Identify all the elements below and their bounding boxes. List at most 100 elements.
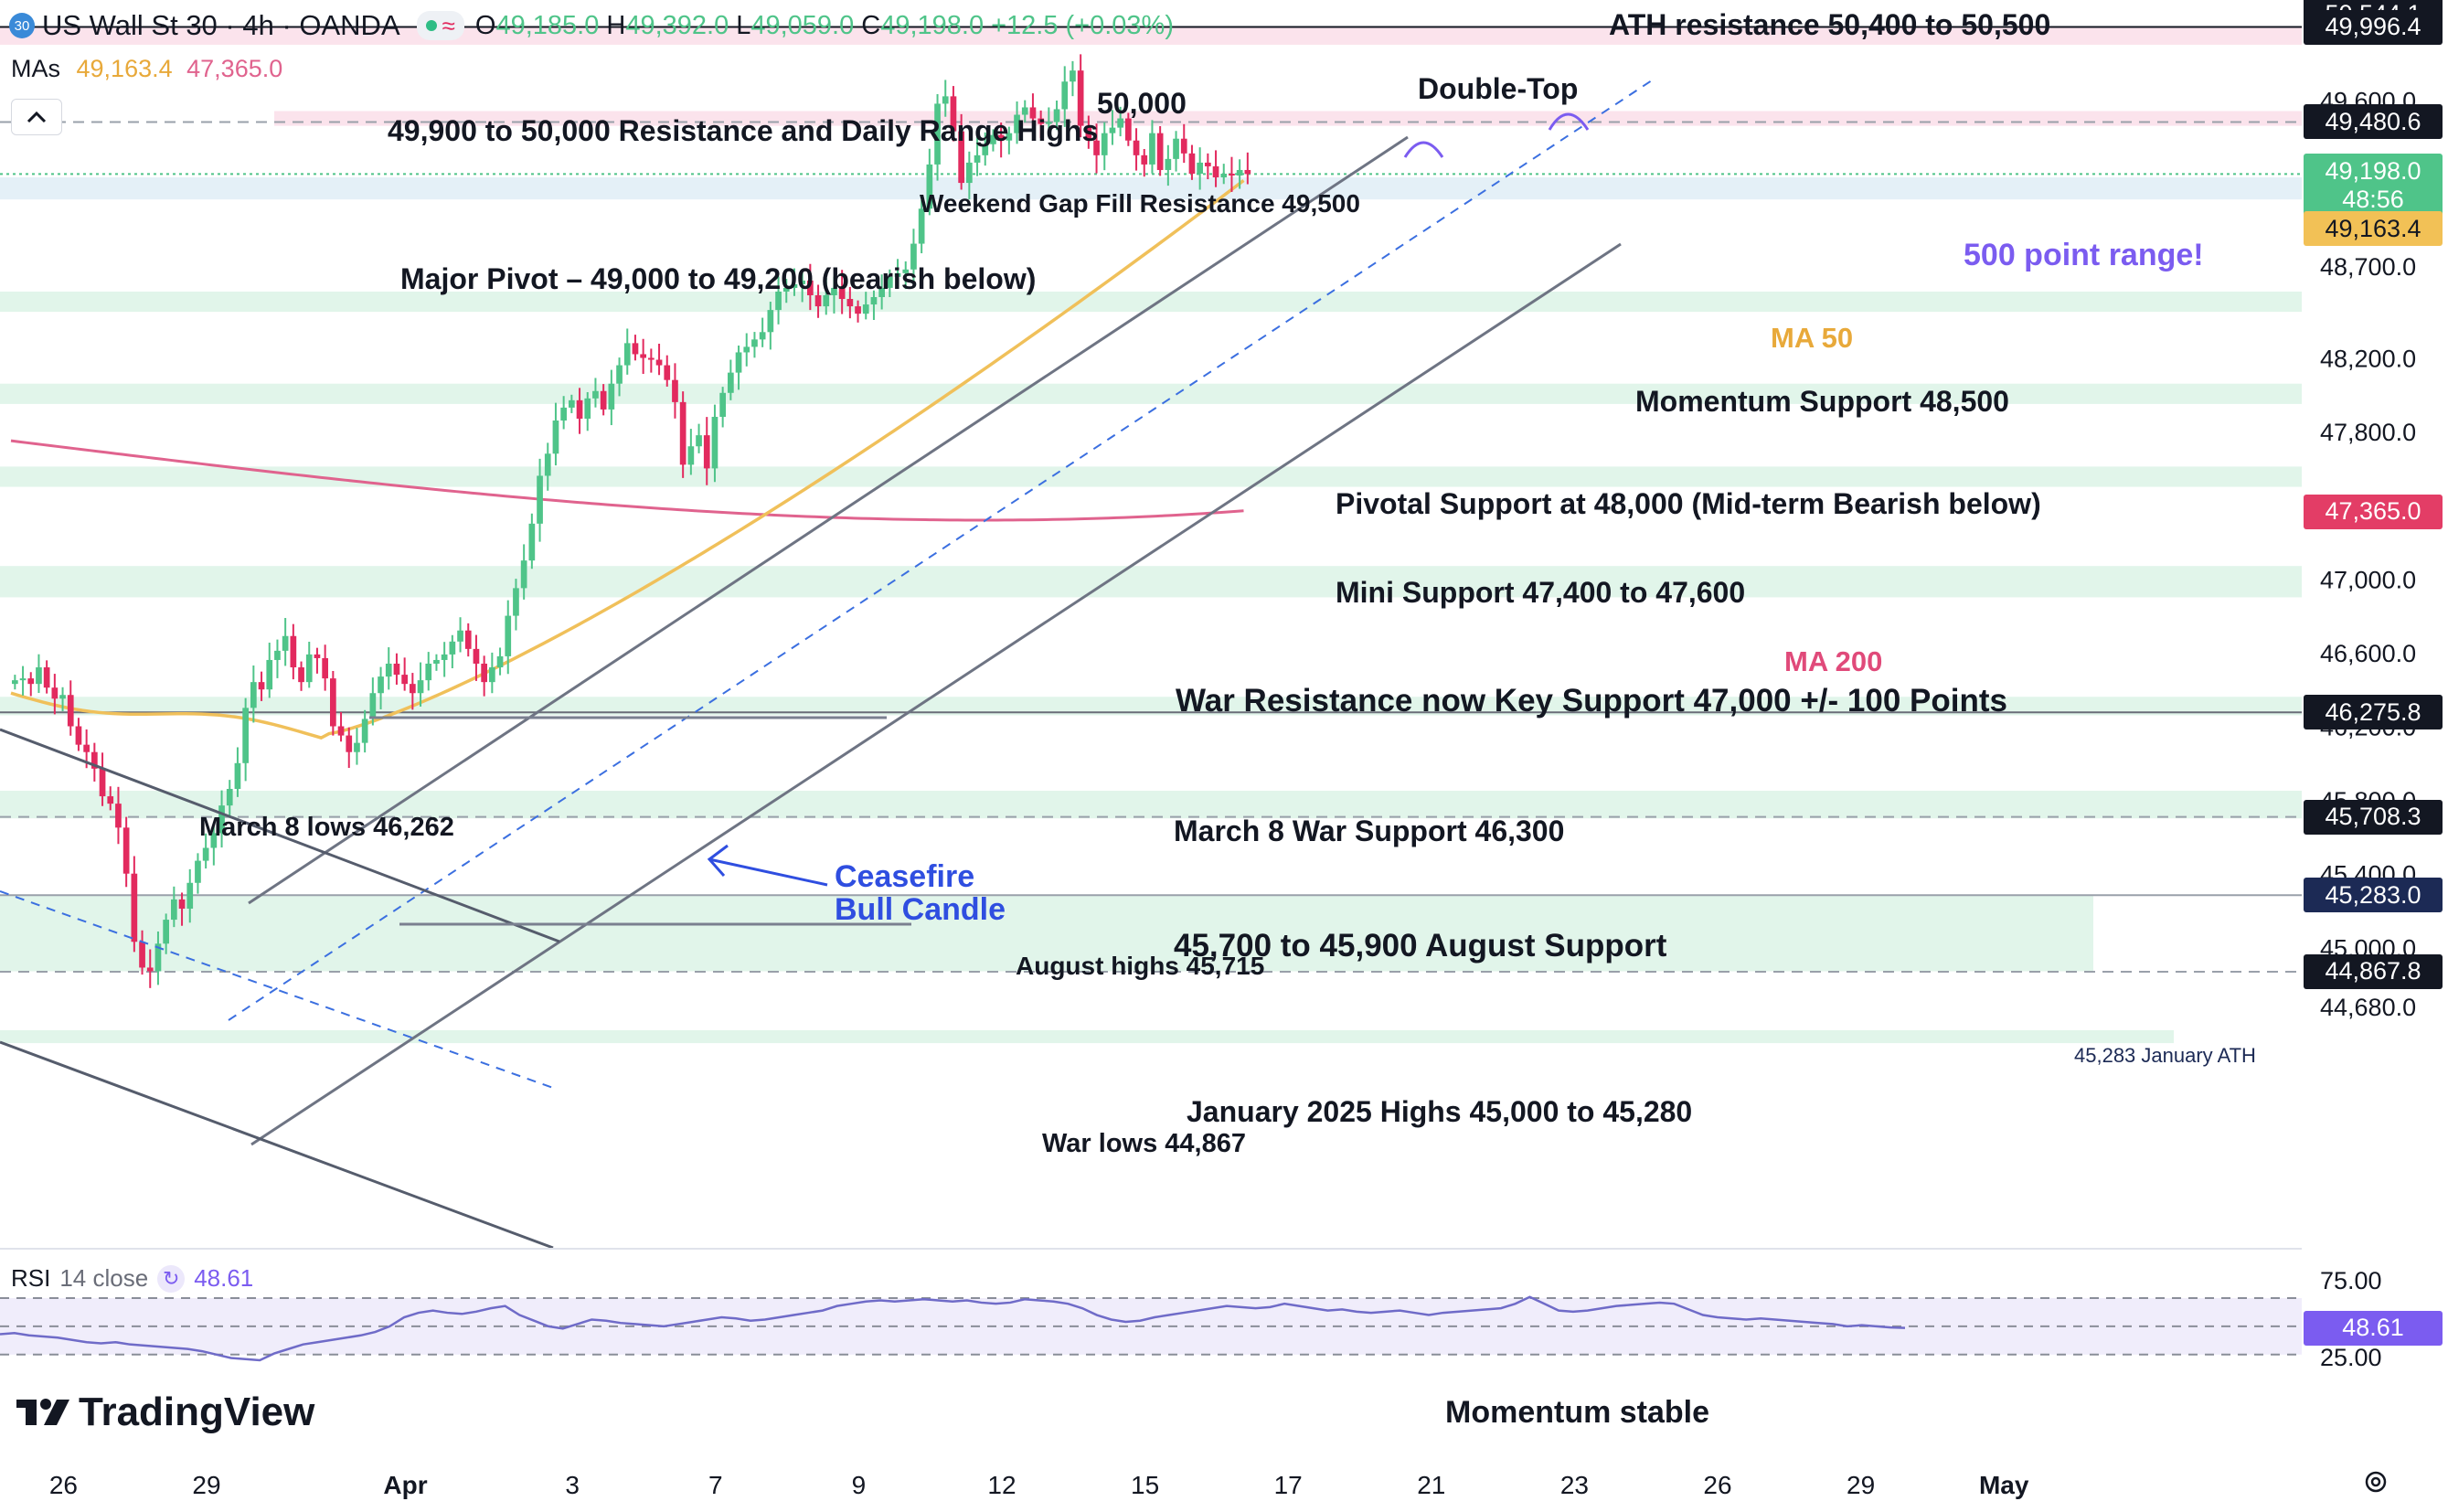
price-tag: 45,283.0 bbox=[2304, 878, 2443, 913]
double-top-arc-left bbox=[1403, 141, 1444, 158]
candle-body bbox=[687, 446, 695, 465]
candle-body bbox=[1165, 158, 1172, 170]
candle-body bbox=[1156, 133, 1164, 170]
candle-body bbox=[1220, 174, 1228, 178]
price-tag: 49,480.6 bbox=[2304, 104, 2443, 140]
resistance-49900-band bbox=[0, 26, 2302, 45]
refresh-icon[interactable]: ↻ bbox=[157, 1264, 186, 1293]
channel-lower-line bbox=[250, 242, 1622, 1146]
candle-body bbox=[1141, 154, 1148, 165]
candle-body bbox=[361, 719, 368, 743]
price-tag: 49,198.0 48:56 bbox=[2304, 154, 2443, 218]
time-axis-label: Apr bbox=[383, 1471, 427, 1499]
rsi-value-tag: 48.61 bbox=[2304, 1310, 2443, 1346]
ohlc-low: L49,059.0 bbox=[736, 10, 855, 40]
candle-body bbox=[600, 390, 607, 410]
chart-settings-button[interactable] bbox=[2360, 1466, 2391, 1497]
candle-body bbox=[902, 269, 910, 273]
candle-body bbox=[410, 684, 416, 694]
candle-body bbox=[154, 943, 162, 972]
time-axis-label: 26 bbox=[1703, 1471, 1731, 1499]
candle-body bbox=[966, 162, 973, 184]
candle-body bbox=[51, 687, 59, 699]
label-momentum-support: Momentum Support 48,500 bbox=[1635, 385, 2009, 418]
symbol-legend[interactable]: 30 US Wall St 30 · 4h · OANDA ≈ O49,185.… bbox=[9, 9, 1174, 42]
candle-body bbox=[234, 762, 241, 790]
tradingview-icon bbox=[16, 1399, 69, 1425]
candle-body bbox=[592, 390, 599, 399]
price-tag: 47,365.0 bbox=[2304, 494, 2443, 529]
label-weekend-gap: Weekend Gap Fill Resistance 49,500 bbox=[920, 189, 1360, 218]
candle-body bbox=[887, 276, 893, 288]
gear-icon bbox=[2365, 1471, 2387, 1493]
candle-body bbox=[807, 280, 814, 295]
time-axis-label: 3 bbox=[565, 1471, 580, 1499]
january-highs-band bbox=[0, 895, 2093, 972]
chevron-up-icon bbox=[27, 111, 47, 123]
war-resistance-band bbox=[0, 566, 2302, 598]
candle-body bbox=[560, 407, 567, 421]
ma-legend-label: MAs bbox=[11, 55, 60, 82]
candle-body bbox=[186, 882, 194, 909]
price-tag: 45,708.3 bbox=[2304, 799, 2443, 835]
candle-body bbox=[528, 523, 536, 561]
price-tag: 44,867.8 bbox=[2304, 953, 2443, 989]
symbol-title: US Wall St 30 · 4h · OANDA bbox=[42, 9, 400, 41]
label-january-highs: January 2025 Highs 45,000 to 45,280 bbox=[1187, 1095, 1692, 1128]
label-war-resistance: War Resistance now Key Support 47,000 +/… bbox=[1176, 683, 2007, 719]
candle-body bbox=[1173, 138, 1179, 159]
candle-body bbox=[67, 695, 74, 727]
candle-body bbox=[1038, 118, 1044, 124]
candle-body bbox=[1149, 133, 1155, 165]
label-ma50: MA 50 bbox=[1771, 322, 1853, 354]
time-axis-label: 26 bbox=[49, 1471, 78, 1499]
candle-body bbox=[36, 667, 42, 685]
time-axis-label: 29 bbox=[192, 1471, 220, 1499]
candle-body bbox=[1188, 153, 1196, 174]
label-january-ath: 45,283 January ATH bbox=[2074, 1044, 2256, 1067]
mini-support-band bbox=[0, 466, 2302, 487]
candle-body bbox=[1212, 165, 1219, 178]
candle-body bbox=[75, 726, 82, 745]
candle-body bbox=[1244, 169, 1251, 175]
candle-body bbox=[513, 588, 519, 616]
candle-body bbox=[1085, 125, 1092, 141]
candle-body bbox=[290, 635, 297, 668]
label-ath-resistance: ATH resistance 50,400 to 50,500 bbox=[1609, 8, 2050, 41]
label-range-note: 500 point range! bbox=[1964, 238, 2204, 272]
rsi-legend-value: 48.61 bbox=[194, 1264, 254, 1292]
market-status-icons[interactable]: ≈ bbox=[416, 11, 464, 40]
candle-body bbox=[266, 659, 273, 690]
candle-body bbox=[831, 287, 837, 295]
candle-body bbox=[226, 789, 233, 806]
price-tag-value: 47,365.0 bbox=[2325, 497, 2421, 526]
candle-body bbox=[131, 873, 138, 942]
tradingview-logo: TradingView bbox=[16, 1390, 314, 1435]
pivotal-support-band bbox=[0, 383, 2302, 404]
candle-body bbox=[1101, 133, 1108, 155]
candle-body bbox=[1133, 140, 1140, 155]
label-august-highs: August highs 45,715 bbox=[1016, 952, 1264, 980]
candle-body bbox=[862, 304, 869, 314]
label-resistance-49900: 49,900 to 50,000 Resistance and Daily Ra… bbox=[388, 114, 1098, 147]
candle-body bbox=[703, 435, 710, 469]
candle-body bbox=[43, 667, 50, 688]
ma50-legend-value: 49,163.4 bbox=[76, 55, 173, 82]
price-axis-tick: 47,800.0 bbox=[2320, 419, 2416, 446]
collapse-legend-button[interactable] bbox=[11, 99, 62, 135]
candle-body bbox=[1077, 70, 1084, 126]
candle-body bbox=[107, 796, 114, 804]
ma-legend[interactable]: MAs 49,163.4 47,365.0 bbox=[11, 55, 282, 83]
price-tag-value: 49,163.4 bbox=[2325, 214, 2421, 242]
candle-body bbox=[775, 291, 782, 311]
candle-body bbox=[146, 967, 154, 972]
label-ma200: MA 200 bbox=[1784, 645, 1882, 677]
ohlc-open: O49,185.0 bbox=[474, 10, 600, 40]
rsi-legend[interactable]: RSI 14 close ↻ 48.61 bbox=[11, 1264, 253, 1293]
candle-body bbox=[584, 398, 591, 419]
label-mini-support: Mini Support 47,400 to 47,600 bbox=[1336, 576, 1745, 609]
candle-body bbox=[1125, 118, 1132, 141]
candle-body bbox=[433, 659, 440, 664]
candle-body bbox=[322, 657, 328, 679]
